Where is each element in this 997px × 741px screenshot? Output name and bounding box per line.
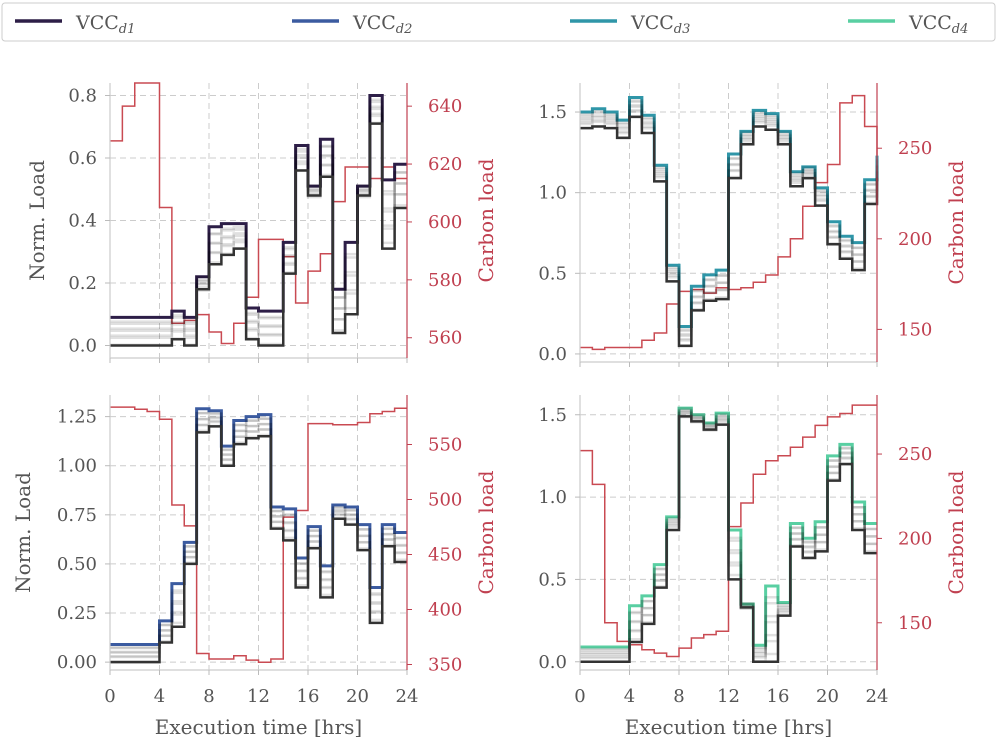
x-tick-label-1: 4 xyxy=(154,686,165,707)
y2-axis-label: Carbon load xyxy=(474,470,498,594)
y-tick-label-0: 0.0 xyxy=(538,652,567,673)
x-tick-label-2: 8 xyxy=(203,686,214,707)
x-tick-label-3: 12 xyxy=(247,686,270,707)
y2-tick-label-1: 580 xyxy=(428,270,462,291)
shadow-trajectory-4 xyxy=(110,107,407,332)
y-tick-label-4: 1.00 xyxy=(57,456,97,477)
y-tick-label-2: 0.4 xyxy=(68,211,97,232)
y-axis-label: Norm. Load xyxy=(11,472,35,593)
y-tick-label-3: 0.6 xyxy=(68,148,97,169)
y2-tick-label-3: 620 xyxy=(428,154,462,175)
x-tick-label-6: 24 xyxy=(396,686,419,707)
y2-tick-label-1: 200 xyxy=(898,229,932,250)
vcc-series-line xyxy=(580,406,877,649)
y-tick-label-0: 0.0 xyxy=(538,344,567,365)
x-tick-label-1: 4 xyxy=(624,686,635,707)
x-tick-label-4: 16 xyxy=(297,686,320,707)
y2-tick-label-0: 150 xyxy=(898,319,932,340)
legend-box: VCCd1 VCCd2 VCCd3 VCCd4 xyxy=(1,2,996,42)
y-tick-label-3: 0.75 xyxy=(57,505,97,526)
panel-top-left: 0.0 0.2 0.4 0.6 0.8 560 580 600 620 640 Norm. Load… xyxy=(25,82,498,363)
carbon-load-line xyxy=(110,82,407,345)
y-tick-label-2: 1.0 xyxy=(538,487,567,508)
y2-axis-label: Carbon load xyxy=(944,160,968,284)
shadow-trajectory-6 xyxy=(110,411,407,650)
legend-label-1: VCCd1 xyxy=(75,12,135,37)
y2-axis-label: Carbon load xyxy=(474,158,498,282)
y2-tick-label-0: 150 xyxy=(898,613,932,634)
x-tick-label-0: 0 xyxy=(574,686,585,707)
y-tick-label-2: 0.50 xyxy=(57,554,97,575)
y-tick-label-3: 1.5 xyxy=(538,405,567,426)
y2-tick-label-2: 250 xyxy=(898,444,932,465)
y-tick-label-0: 0.00 xyxy=(57,652,97,673)
y2-tick-label-0: 560 xyxy=(428,328,462,349)
baseline-line xyxy=(110,425,407,664)
panel-bottom-right: 0 4 8 12 16 20 24 0.0 0.5 1.0 1.5 150 200 250 Carbon l… xyxy=(538,395,968,739)
y-tick-label-1: 0.25 xyxy=(57,603,97,624)
y-tick-label-5: 1.25 xyxy=(57,407,97,428)
x-tick-label-5: 20 xyxy=(346,686,369,707)
x-tick-label-5: 20 xyxy=(816,686,839,707)
legend-items: VCCd1 VCCd2 VCCd3 VCCd4 xyxy=(15,12,968,37)
vcc-series-line xyxy=(110,94,407,319)
x-tick-label-0: 0 xyxy=(104,686,115,707)
y-tick-label-2: 1.0 xyxy=(538,183,567,204)
x-axis-label: Execution time [hrs] xyxy=(155,715,362,739)
legend-label-3: VCCd3 xyxy=(630,12,690,37)
carbon-load-line xyxy=(110,406,407,664)
y-axis-label: Norm. Load xyxy=(25,160,49,281)
y2-tick-label-4: 550 xyxy=(428,435,462,456)
baseline-line xyxy=(580,115,879,348)
y-tick-label-1: 0.5 xyxy=(538,263,567,284)
y-tick-label-3: 1.5 xyxy=(538,102,567,123)
y2-tick-label-1: 400 xyxy=(428,600,462,621)
vcc-series-line xyxy=(110,407,407,646)
y-tick-label-1: 0.5 xyxy=(538,569,567,590)
y2-tick-label-2: 600 xyxy=(428,212,462,233)
panel-top-right: 0.0 0.5 1.0 1.5 150 200 250 Carbon load xyxy=(538,83,968,367)
y2-tick-label-2: 450 xyxy=(428,545,462,566)
x-tick-label-4: 16 xyxy=(767,686,790,707)
y-tick-label-4: 0.8 xyxy=(68,86,97,107)
shadow-trajectory-3 xyxy=(110,105,407,330)
panel-bottom-left: 0 4 8 12 16 20 24 0.00 0.25 0.50 0.75 1.00 1.25 350 40… xyxy=(11,395,498,739)
y-tick-label-1: 0.2 xyxy=(68,273,97,294)
y2-tick-label-1: 200 xyxy=(898,528,932,549)
y2-tick-label-2: 250 xyxy=(898,138,932,159)
x-tick-label-3: 12 xyxy=(717,686,740,707)
x-tick-label-6: 24 xyxy=(866,686,889,707)
y2-tick-label-4: 640 xyxy=(428,96,462,117)
y-tick-label-0: 0.0 xyxy=(68,336,97,357)
x-tick-label-2: 8 xyxy=(673,686,684,707)
shadow-trajectory-5 xyxy=(110,98,407,323)
shadow-trajectory-6 xyxy=(110,100,407,325)
x-axis-label: Execution time [hrs] xyxy=(625,715,832,739)
y2-tick-label-0: 350 xyxy=(428,655,462,676)
y2-axis-label: Carbon load xyxy=(944,470,968,594)
legend-label-2: VCCd2 xyxy=(352,12,412,37)
legend-label-4: VCCd4 xyxy=(908,12,968,37)
carbon-load-line xyxy=(580,94,878,351)
shadow-trajectory-1 xyxy=(110,112,407,337)
baseline-line xyxy=(580,415,877,664)
y2-tick-label-3: 500 xyxy=(428,490,462,511)
baseline-line xyxy=(110,122,407,347)
